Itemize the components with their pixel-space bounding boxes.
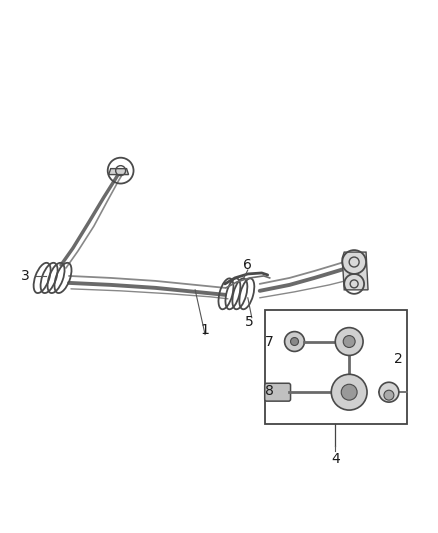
Text: 2: 2 [395,352,403,366]
Text: 4: 4 [331,452,339,466]
Circle shape [341,384,357,400]
Bar [265,310,407,424]
Text: 7: 7 [265,335,274,349]
Circle shape [379,382,399,402]
Circle shape [290,337,298,345]
Text: 6: 6 [244,258,252,272]
Circle shape [343,336,355,348]
Polygon shape [109,168,129,175]
Circle shape [384,390,394,400]
Circle shape [335,328,363,356]
Text: 1: 1 [201,322,209,337]
Circle shape [285,332,304,351]
Circle shape [331,374,367,410]
Polygon shape [342,252,368,290]
FancyBboxPatch shape [265,383,290,401]
Text: 8: 8 [265,384,274,398]
Text: 5: 5 [245,314,254,329]
Text: 3: 3 [21,269,30,283]
